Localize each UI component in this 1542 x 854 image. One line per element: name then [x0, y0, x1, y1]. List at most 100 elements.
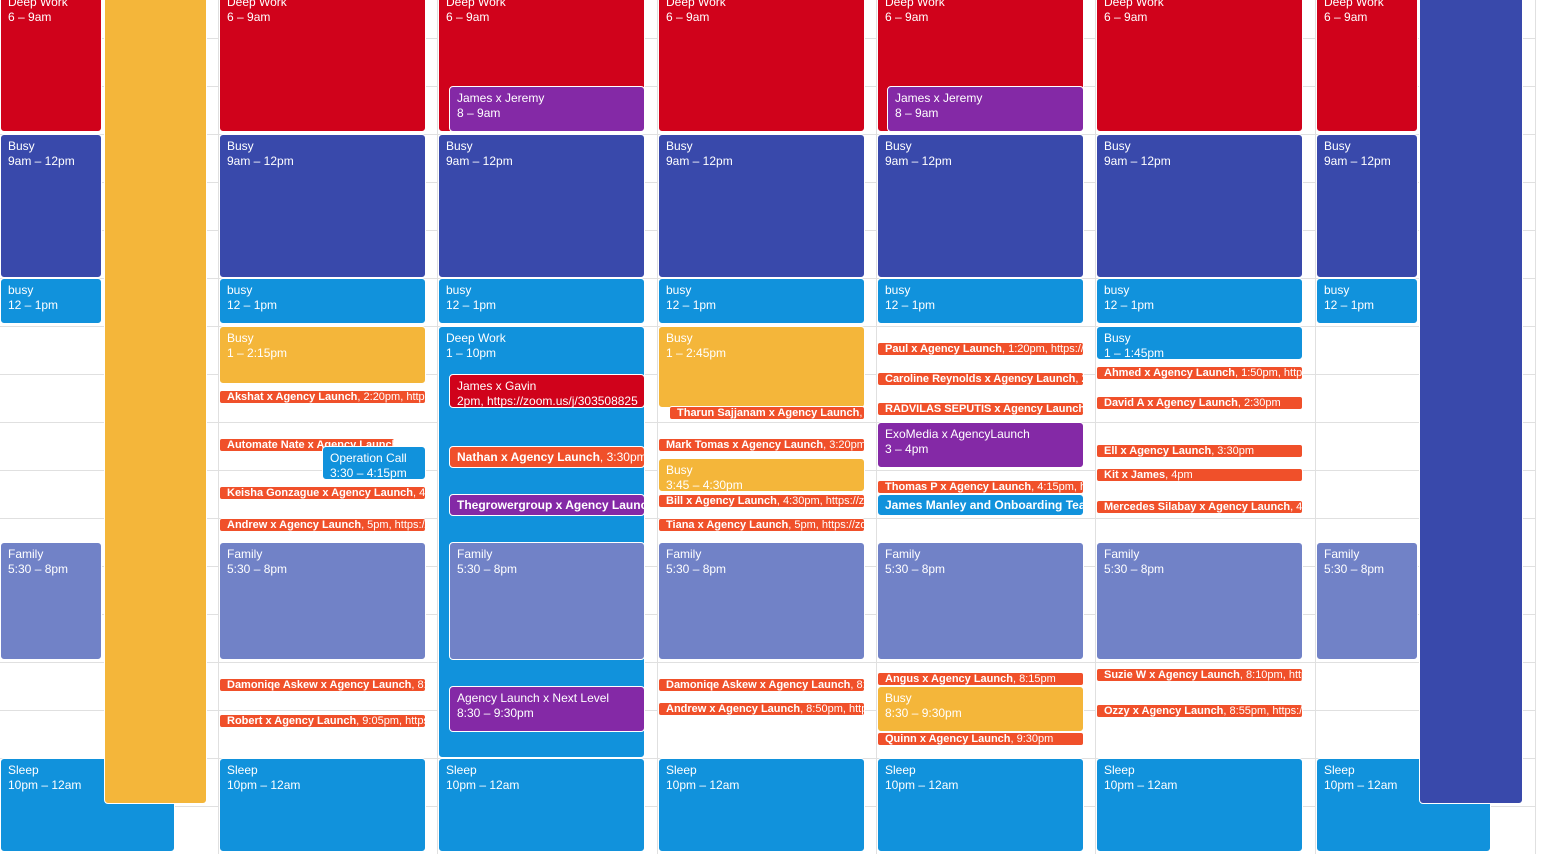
event-time: 1 – 1:45pm [1104, 346, 1165, 360]
event[interactable]: Deep Work 6 – 9am [219, 0, 426, 132]
event-time: , 8:55pm, https://z [1223, 705, 1303, 717]
event[interactable]: Family 5:30 – 8pm [0, 542, 102, 660]
event[interactable]: Mark Tomas x Agency Launch, 3:20pm, [658, 438, 865, 452]
event[interactable]: Andrew x Agency Launch, 5pm, https://z [219, 518, 426, 532]
event-time: , 2p [1075, 373, 1083, 385]
event[interactable]: Damoniqe Askew x Agency Launch, 8:20 [219, 678, 426, 692]
event[interactable]: busy 12 – 1pm [0, 278, 102, 324]
event[interactable]: Andrew x Agency Launch, 8:50pm, https [658, 702, 865, 716]
event[interactable]: Nathan x Agency Launch, 3:30pm [449, 446, 645, 468]
event[interactable]: James x Jeremy 8 – 9am [887, 86, 1084, 132]
event-title: James x Jeremy [457, 91, 545, 105]
event[interactable]: Busy 9am – 12pm [0, 134, 102, 278]
event[interactable]: Deep Work 6 – 9am [1096, 0, 1303, 132]
event[interactable]: busy 12 – 1pm [1096, 278, 1303, 324]
event[interactable]: Busy 8:30 – 9:30pm [877, 686, 1084, 732]
event[interactable]: Suzie W x Agency Launch, 8:10pm, https [1096, 668, 1303, 682]
all-day-bar[interactable] [104, 0, 207, 804]
event[interactable]: Busy 1 – 2:15pm [219, 326, 426, 384]
event[interactable]: Family 5:30 – 8pm [219, 542, 426, 660]
event-title: Deep Work [666, 0, 726, 9]
event[interactable]: Agency Launch x Next Level 8:30 – 9:30pm [449, 686, 645, 732]
event-title: Busy [885, 139, 912, 153]
event[interactable]: James x Jeremy 8 – 9am [449, 86, 645, 132]
event[interactable]: busy 12 – 1pm [219, 278, 426, 324]
event[interactable]: Sleep 10pm – 12am [438, 758, 645, 852]
event[interactable]: busy 12 – 1pm [438, 278, 645, 324]
event[interactable]: busy 12 – 1pm [1316, 278, 1418, 324]
event[interactable]: Family 5:30 – 8pm [449, 542, 645, 660]
event[interactable]: Quinn x Agency Launch, 9:30pm [877, 732, 1084, 746]
event-title: Ahmed x Agency Launch [1104, 367, 1236, 379]
event[interactable]: Busy 3:45 – 4:30pm [658, 458, 865, 492]
event[interactable]: RADVILAS SEPUTIS x Agency Launch, 2 [877, 402, 1084, 416]
event-time: 9am – 12pm [8, 154, 75, 168]
event-time: , 8:50pm, https [800, 703, 864, 715]
event[interactable]: Deep Work 6 – 9am [0, 0, 102, 132]
event[interactable]: busy 12 – 1pm [658, 278, 865, 324]
event-time: 6 – 9am [1104, 10, 1148, 24]
event[interactable]: Busy 9am – 12pm [658, 134, 865, 278]
event[interactable]: Busy 9am – 12pm [219, 134, 426, 278]
event[interactable]: Caroline Reynolds x Agency Launch, 2p [877, 372, 1084, 386]
event[interactable]: Robert x Agency Launch, 9:05pm, https: [219, 714, 426, 728]
event[interactable]: Tharun Sajjanam x Agency Launch, 2: [669, 406, 865, 420]
day-line [1535, 0, 1536, 854]
event-title: Angus x Agency Launch [885, 673, 1013, 685]
event[interactable]: Thegrowergroup x Agency Launch, [449, 494, 645, 516]
event[interactable]: Tiana x Agency Launch, 5pm, https://zo [658, 518, 865, 532]
event[interactable]: Busy 9am – 12pm [1096, 134, 1303, 278]
event[interactable]: Busy 9am – 12pm [1316, 134, 1418, 278]
event[interactable]: Sleep 10pm – 12am [658, 758, 865, 852]
event[interactable]: Family 5:30 – 8pm [1316, 542, 1418, 660]
event[interactable]: Ell x Agency Launch, 3:30pm [1096, 444, 1303, 458]
all-day-bar[interactable] [1419, 0, 1523, 804]
event[interactable]: Family 5:30 – 8pm [1096, 542, 1303, 660]
event[interactable]: Mercedes Silabay x Agency Launch, 4:4 [1096, 500, 1303, 514]
event[interactable]: Akshat x Agency Launch, 2:20pm, https://… [219, 390, 426, 404]
event[interactable]: Angus x Agency Launch, 8:15pm [877, 672, 1084, 686]
event[interactable]: Paul x Agency Launch, 1:20pm, https://z [877, 342, 1084, 356]
event[interactable]: Keisha Gonzague x Agency Launch, 4:20 [219, 486, 426, 500]
event[interactable]: Deep Work 6 – 9am [1316, 0, 1418, 132]
event-title: busy [8, 283, 34, 297]
event-time: , 5pm, https://zo [788, 519, 865, 531]
event[interactable]: James Manley and Onboarding Team [877, 494, 1084, 516]
event[interactable]: Family 5:30 – 8pm [877, 542, 1084, 660]
event[interactable]: Busy 1 – 2:45pm [658, 326, 865, 408]
event[interactable]: Ahmed x Agency Launch, 1:50pm, https [1096, 366, 1303, 380]
event[interactable]: Thomas P x Agency Launch, 4:15pm, htt [877, 480, 1084, 494]
event[interactable]: James x Gavin 2pm, https://zoom.us/j/3035… [449, 374, 645, 408]
event-title: Family [8, 547, 44, 561]
event[interactable]: Sleep 10pm – 12am [219, 758, 426, 852]
event[interactable]: busy 12 – 1pm [877, 278, 1084, 324]
event-time: 3:30 – 4:15pm [330, 466, 407, 480]
event[interactable]: Ozzy x Agency Launch, 8:55pm, https://z [1096, 704, 1303, 718]
event-title: Thegrowergroup x Agency Launch, [457, 498, 645, 512]
event-title: Quinn x Agency Launch [885, 733, 1011, 745]
event[interactable]: Sleep 10pm – 12am [877, 758, 1084, 852]
event[interactable]: ExoMedia x AgencyLaunch 3 – 4pm [877, 422, 1084, 468]
event[interactable]: Deep Work 6 – 9am [658, 0, 865, 132]
event[interactable]: Kit x James, 4pm [1096, 468, 1303, 482]
event[interactable]: Family 5:30 – 8pm [658, 542, 865, 660]
event-time: 6 – 9am [1324, 10, 1368, 24]
event-time: 9am – 12pm [885, 154, 952, 168]
event-time: , 4:15pm, htt [1031, 481, 1083, 493]
event-title: Andrew x Agency Launch [666, 703, 801, 715]
event[interactable]: Busy 9am – 12pm [877, 134, 1084, 278]
event-time: 9am – 12pm [1324, 154, 1391, 168]
event-time: 5:30 – 8pm [8, 562, 69, 576]
event[interactable]: Sleep 10pm – 12am [1096, 758, 1303, 852]
event[interactable]: Busy 9am – 12pm [438, 134, 645, 278]
event[interactable]: David A x Agency Launch, 2:30pm [1096, 396, 1303, 410]
event[interactable]: Bill x Agency Launch, 4:30pm, https://zo [658, 494, 865, 508]
event[interactable]: Damoniqe Askew x Agency Launch, 8:2 [658, 678, 865, 692]
event-time: 12 – 1pm [885, 298, 936, 312]
event[interactable]: Busy 1 – 1:45pm [1096, 326, 1303, 360]
event-time: , 1:50pm, https [1235, 367, 1303, 379]
event-time: 12 – 1pm [8, 298, 59, 312]
event-title: RADVILAS SEPUTIS x Agency Launch [885, 403, 1084, 415]
event[interactable]: Operation Call 3:30 – 4:15pm [322, 446, 426, 480]
event-time: 10pm – 12am [227, 778, 301, 792]
